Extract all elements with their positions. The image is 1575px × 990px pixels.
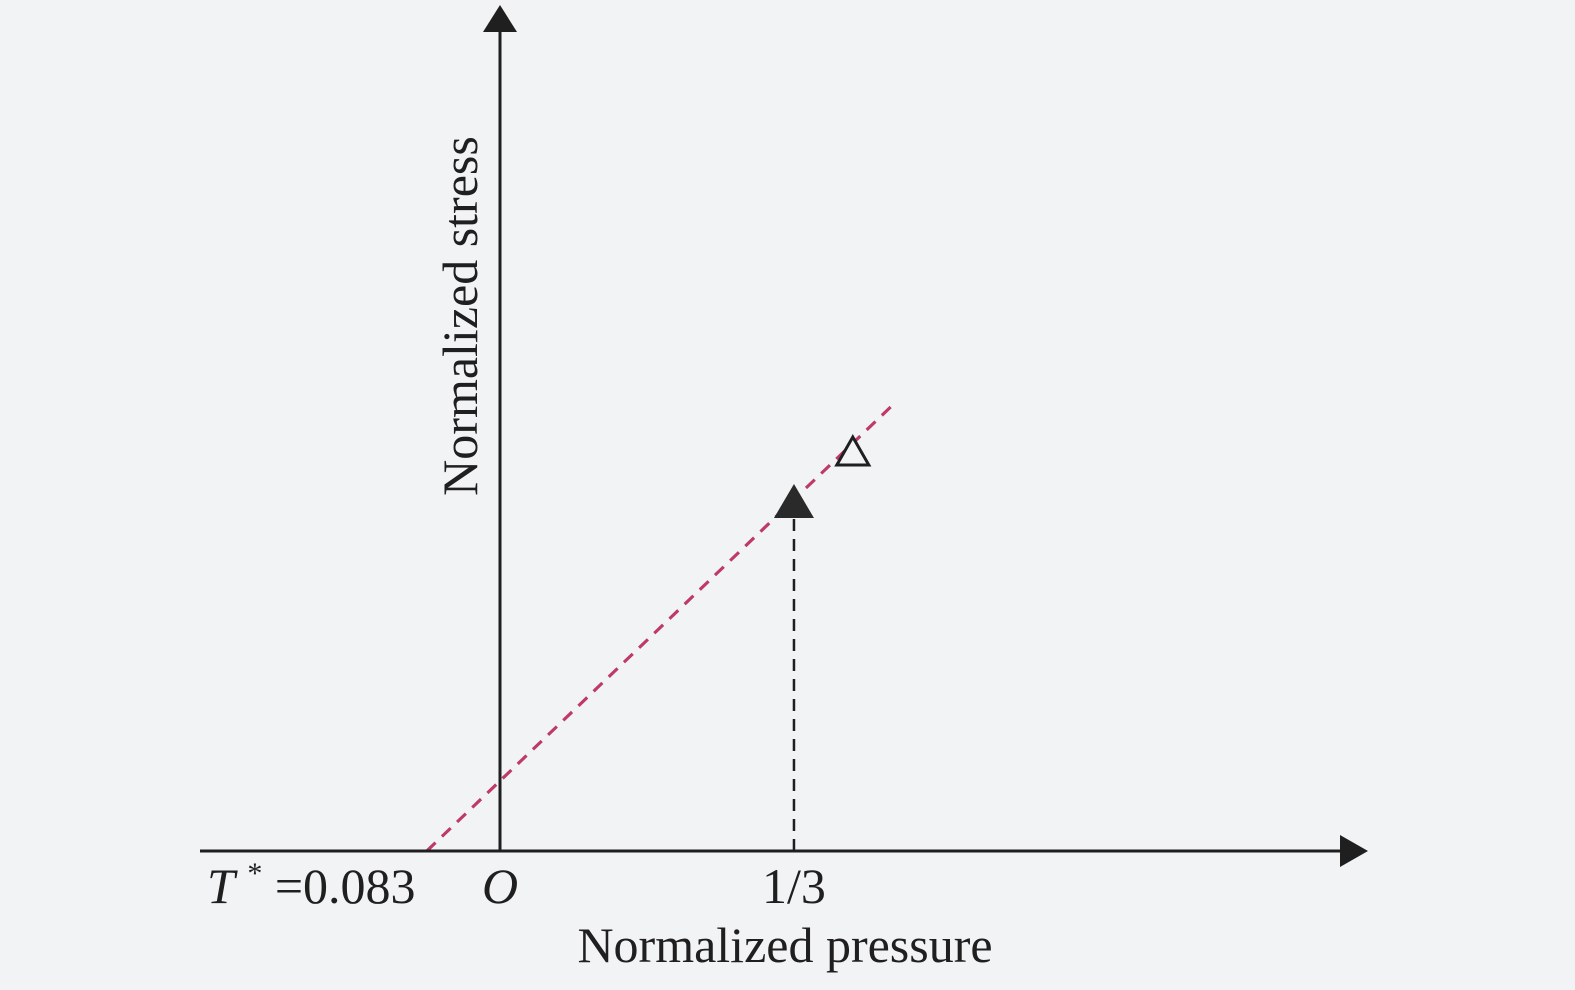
x-axis-arrow bbox=[1340, 835, 1368, 867]
marker-layer bbox=[773, 433, 872, 518]
x-axis-label: Normalized pressure bbox=[577, 917, 992, 973]
filled-triangle-marker bbox=[773, 484, 814, 518]
x-intercept-value: =0.083 bbox=[275, 858, 416, 914]
fit-line-0 bbox=[425, 399, 898, 853]
x-intercept-symbol: T bbox=[207, 858, 238, 914]
x-intercept-superscript: * bbox=[247, 857, 262, 890]
origin-label: O bbox=[482, 858, 518, 914]
fit-line-layer bbox=[425, 399, 898, 853]
y-axis-label: Normalized stress bbox=[432, 136, 488, 496]
tick-label-layer: 1/3 bbox=[762, 858, 826, 914]
open-triangle-marker bbox=[834, 433, 872, 467]
x-intercept-label: T * =0.083 bbox=[207, 838, 416, 914]
x-tick-label-0: 1/3 bbox=[762, 858, 826, 914]
y-axis-arrow bbox=[483, 5, 517, 32]
